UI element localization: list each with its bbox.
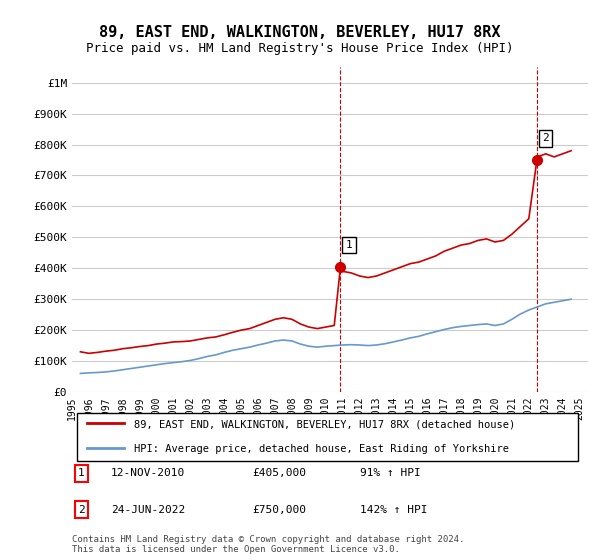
FancyBboxPatch shape [77,413,578,461]
Text: 2: 2 [542,133,549,143]
Text: 2: 2 [78,505,85,515]
Text: Contains HM Land Registry data © Crown copyright and database right 2024.
This d: Contains HM Land Registry data © Crown c… [72,535,464,554]
Text: 24-JUN-2022: 24-JUN-2022 [111,505,185,515]
Text: 89, EAST END, WALKINGTON, BEVERLEY, HU17 8RX (detached house): 89, EAST END, WALKINGTON, BEVERLEY, HU17… [134,419,515,429]
Text: Price paid vs. HM Land Registry's House Price Index (HPI): Price paid vs. HM Land Registry's House … [86,42,514,55]
Text: 12-NOV-2010: 12-NOV-2010 [111,468,185,478]
Text: HPI: Average price, detached house, East Riding of Yorkshire: HPI: Average price, detached house, East… [134,445,509,454]
Text: £750,000: £750,000 [252,505,306,515]
Text: 89, EAST END, WALKINGTON, BEVERLEY, HU17 8RX: 89, EAST END, WALKINGTON, BEVERLEY, HU17… [99,25,501,40]
Text: £405,000: £405,000 [252,468,306,478]
Text: 1: 1 [78,468,85,478]
Text: 91% ↑ HPI: 91% ↑ HPI [360,468,421,478]
Text: 1: 1 [346,240,352,250]
Text: 142% ↑ HPI: 142% ↑ HPI [360,505,427,515]
